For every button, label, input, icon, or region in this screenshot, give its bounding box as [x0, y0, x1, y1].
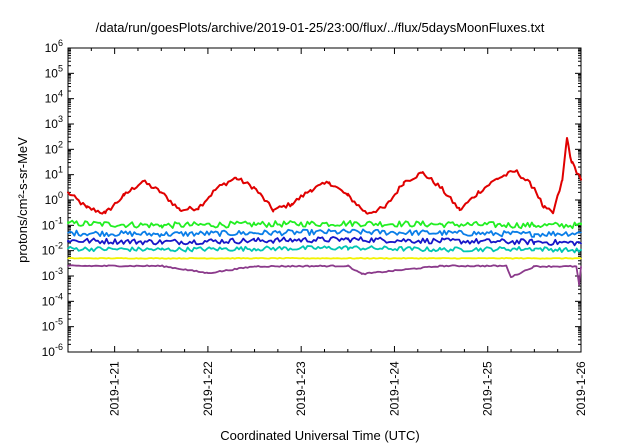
y-tick-label: 105	[45, 63, 63, 80]
y-tick-label: 10-1	[42, 215, 63, 232]
y-tick-exponent: 1	[58, 165, 63, 175]
y-tick-exponent: 6	[58, 38, 63, 48]
y-tick-exponent: -4	[55, 291, 63, 301]
y-tick-exponent: 0	[58, 190, 63, 200]
x-tick-label: 2019-1-26	[574, 361, 588, 416]
y-tick-label: 10-5	[42, 317, 63, 334]
x-axis-label: Coordinated Universal Time (UTC)	[220, 428, 420, 443]
y-tick-label: 10-3	[42, 266, 63, 283]
y-tick-exponent: -5	[55, 317, 63, 327]
y-tick-exponent: 3	[58, 114, 63, 124]
y-tick-label: 10-4	[42, 291, 63, 308]
y-tick-exponent: 4	[58, 89, 63, 99]
series-line-5	[67, 245, 582, 254]
y-axis-label: protons/cm²-s-sr-MeV	[15, 137, 30, 263]
y-tick-label: 101	[45, 165, 63, 182]
y-tick-exponent: -2	[55, 241, 63, 251]
y-tick-label: 103	[45, 114, 63, 131]
plot-frame	[67, 47, 582, 353]
y-tick-exponent: -1	[55, 215, 63, 225]
y-tick-label: 106	[45, 38, 63, 55]
series-line-7	[67, 264, 582, 286]
x-tick-label: 2019-1-22	[201, 361, 215, 416]
chart-title: /data/run/goesPlots/archive/2019-01-25/2…	[95, 20, 545, 35]
series-line-1	[67, 137, 582, 215]
y-tick-label: 102	[45, 139, 63, 156]
x-tick-label: 2019-1-24	[387, 361, 401, 416]
y-tick-exponent: -3	[55, 266, 63, 276]
y-tick-exponent: 5	[58, 63, 63, 73]
x-tick-label: 2019-1-21	[108, 361, 122, 416]
series-line-2	[67, 219, 582, 230]
y-tick-label: 100	[45, 190, 63, 207]
series-line-3	[67, 228, 582, 238]
x-tick-label: 2019-1-25	[481, 361, 495, 416]
y-tick-label: 104	[45, 89, 63, 106]
series-line-4	[67, 236, 582, 247]
x-tick-label: 2019-1-23	[294, 361, 308, 416]
y-tick-exponent: 2	[58, 139, 63, 149]
series-line-6	[67, 257, 582, 260]
y-tick-label: 10-2	[42, 241, 63, 258]
y-tick-label: 10-6	[42, 342, 63, 359]
y-tick-exponent: -6	[55, 342, 63, 352]
